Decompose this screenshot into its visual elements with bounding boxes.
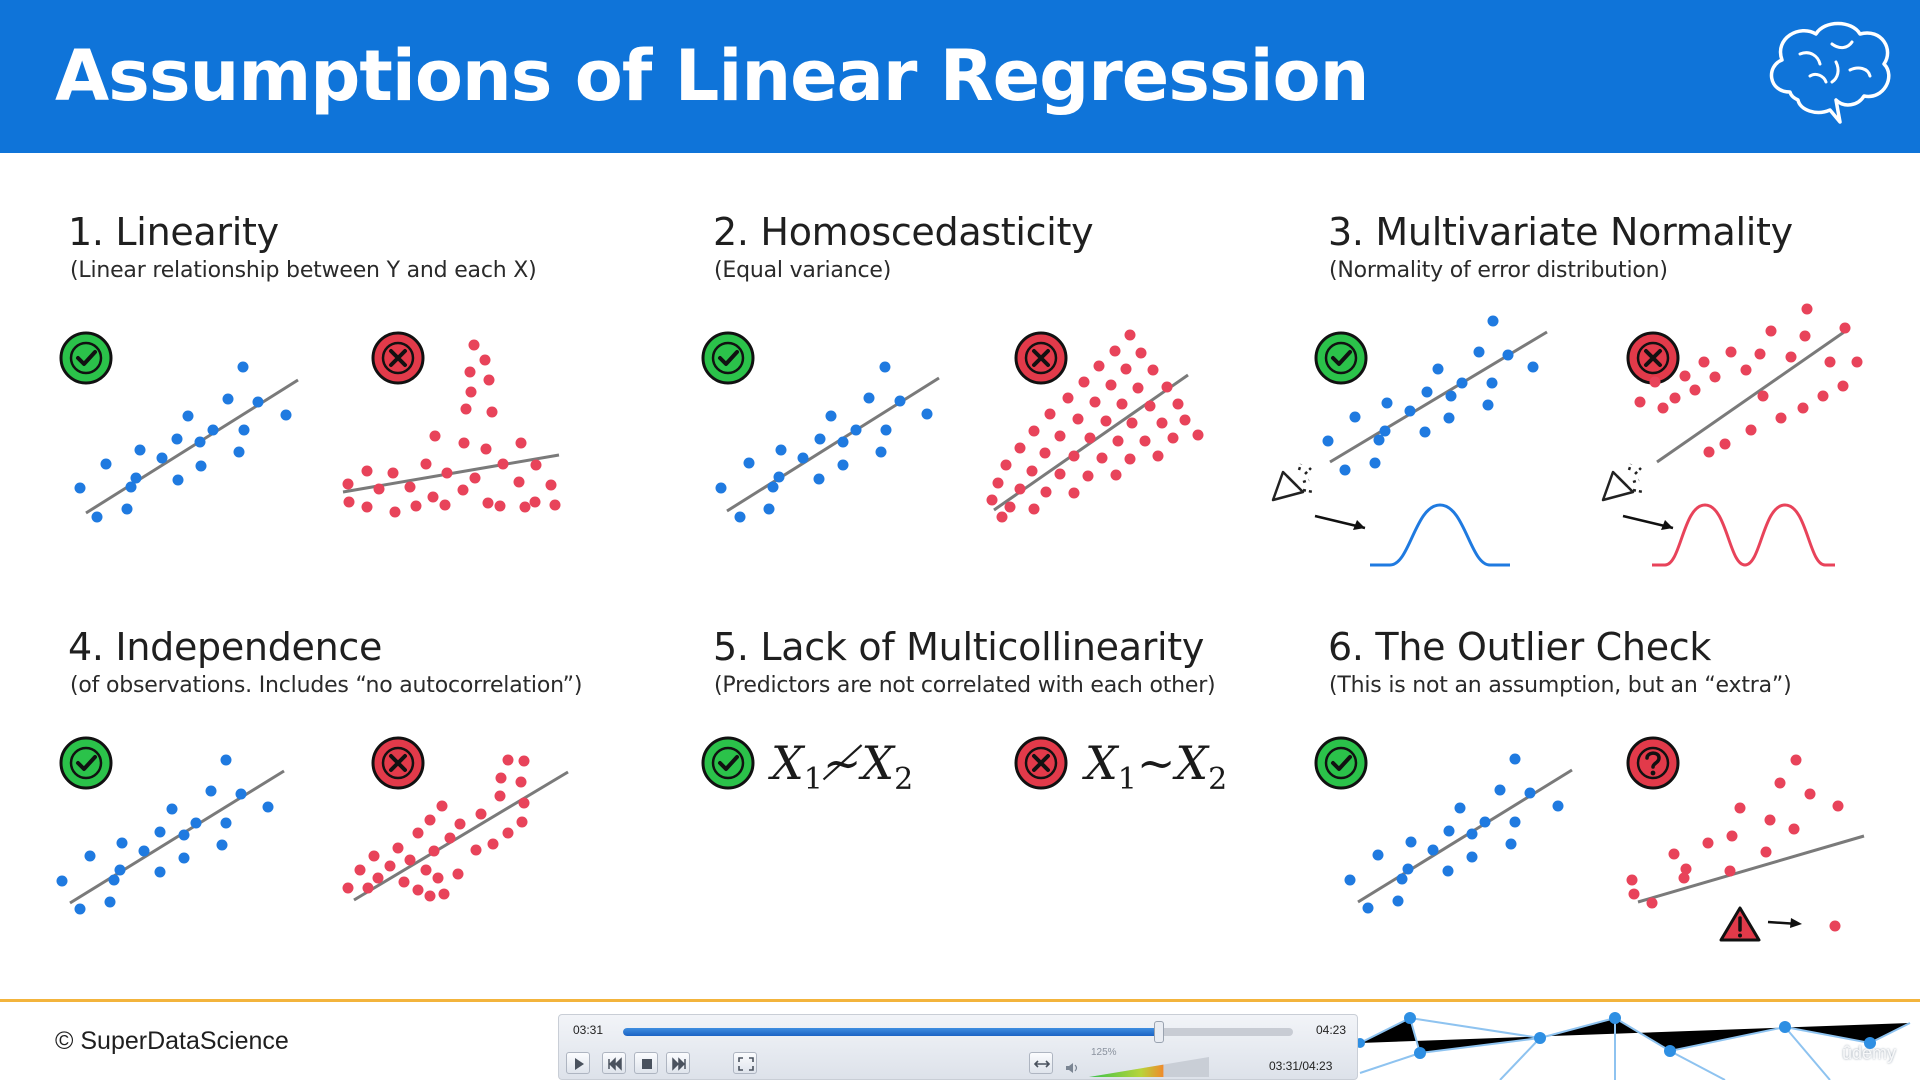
seek-progress	[623, 1028, 1159, 1036]
total-time: 04:23	[1316, 1023, 1347, 1037]
section-6-subtitle: (This is not an assumption, but an “extr…	[1329, 673, 1792, 698]
play-button[interactable]	[566, 1052, 590, 1074]
cross-icon	[1626, 331, 1680, 385]
homoscedasticity-good-plot	[715, 361, 940, 523]
seek-handle[interactable]	[1154, 1021, 1164, 1043]
section-4-title: 4. Independence	[68, 625, 383, 669]
section-6-title: 6. The Outlier Check	[1328, 625, 1712, 669]
footer-divider	[0, 999, 1920, 1002]
section-5-title: 5. Lack of Multicollinearity	[713, 625, 1205, 669]
formula-not-correlated: X1≁X2	[771, 736, 914, 798]
section-1-title: 1. Linearity	[68, 210, 279, 254]
udemy-watermark: ûdemy	[1842, 1043, 1897, 1063]
check-icon	[59, 331, 113, 385]
seek-bar[interactable]	[623, 1028, 1293, 1036]
section-4-subtitle: (of observations. Includes “no autocorre…	[70, 673, 583, 698]
homoscedasticity-bad-plot	[986, 329, 1204, 523]
cross-icon	[1014, 331, 1068, 385]
linearity-bad-plot	[342, 339, 561, 518]
section-3-subtitle: (Normality of error distribution)	[1329, 258, 1668, 283]
speaker-icon[interactable]	[1064, 1061, 1078, 1075]
formula-correlated: X1~X2	[1085, 736, 1228, 798]
section-2-subtitle: (Equal variance)	[714, 258, 892, 283]
brain-icon	[1769, 21, 1891, 124]
cross-icon	[1014, 736, 1068, 790]
next-button[interactable]	[666, 1052, 690, 1074]
check-icon	[701, 331, 755, 385]
fit-width-button[interactable]	[1029, 1052, 1053, 1074]
check-icon	[701, 736, 755, 790]
warning-icon	[1719, 906, 1761, 942]
volume-slider[interactable]	[1089, 1057, 1209, 1077]
copyright-text: © SuperDataScience	[55, 1027, 289, 1055]
current-time: 03:31	[573, 1023, 604, 1037]
section-5-subtitle: (Predictors are not correlated with each…	[714, 673, 1216, 698]
normality-good-plot	[1271, 315, 1548, 567]
media-player: 03:31 04:23 125% 03:31/04:23	[558, 1014, 1358, 1080]
normality-bad-plot	[1601, 303, 1863, 567]
outlier-good-plot	[1344, 753, 1573, 914]
independence-bad-plot	[342, 754, 569, 902]
projector-icon	[1601, 463, 1644, 502]
previous-button[interactable]	[602, 1052, 626, 1074]
projector-icon	[1271, 463, 1314, 502]
section-1-subtitle: (Linear relationship between Y and each …	[70, 258, 537, 283]
network-decoration	[1355, 1012, 1911, 1080]
linearity-good-plot	[74, 361, 299, 523]
check-icon	[1314, 736, 1368, 790]
fullscreen-button[interactable]	[733, 1052, 757, 1074]
cross-icon	[371, 736, 425, 790]
question-icon	[1626, 736, 1680, 790]
section-2-title: 2. Homoscedasticity	[713, 210, 1094, 254]
independence-good-plot	[56, 754, 285, 915]
time-readout: 03:31/04:23	[1269, 1059, 1333, 1073]
slide-header: Assumptions of Linear Regression	[0, 0, 1920, 153]
volume-label: 125%	[1091, 1047, 1117, 1058]
section-3-title: 3. Multivariate Normality	[1328, 210, 1793, 254]
check-icon	[1314, 331, 1368, 385]
stop-button[interactable]	[634, 1052, 658, 1074]
slide-title: Assumptions of Linear Regression	[55, 35, 1369, 117]
cross-icon	[371, 331, 425, 385]
check-icon	[59, 736, 113, 790]
outlier-bad-plot	[1626, 754, 1865, 942]
